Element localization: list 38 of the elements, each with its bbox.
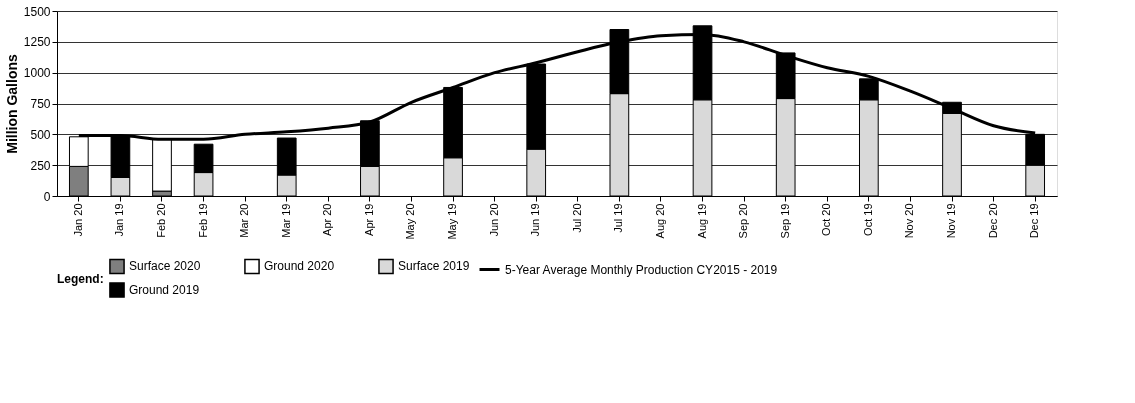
- x-tick-label: Dec 19: [1028, 203, 1041, 239]
- y-tick-label: 500: [30, 127, 51, 142]
- x-tick-label: Jun 20: [487, 203, 500, 237]
- x-tick-label: Jan 19: [113, 203, 126, 237]
- x-tick-label: Apr 19: [362, 203, 375, 236]
- x-tick-label: Nov 20: [903, 203, 916, 239]
- legend-label: Ground 2020: [264, 259, 335, 274]
- x-tick-label: Dec 20: [986, 203, 999, 239]
- legend-label: Surface 2020: [129, 259, 201, 274]
- x-tick-label: May 20: [404, 203, 417, 240]
- x-tick-label: Jan 20: [71, 203, 84, 237]
- legend-label: Surface 2019: [398, 259, 470, 274]
- x-tick-label: Mar 19: [279, 203, 292, 238]
- y-tick-label: 1000: [23, 66, 51, 81]
- x-tick-label: Apr 20: [321, 203, 334, 236]
- x-tick-label: Aug 19: [695, 203, 708, 239]
- legend-label: Ground 2019: [129, 283, 200, 297]
- y-axis-title: Million Gallons: [3, 54, 20, 154]
- x-tick-label: Oct 20: [820, 203, 833, 236]
- x-tick-label: Mar 20: [238, 203, 251, 238]
- x-tick-label: Oct 19: [861, 203, 874, 236]
- x-tick-label: Nov 19: [945, 203, 958, 239]
- legend-title: Legend:: [57, 272, 104, 286]
- y-tick-label: 0: [43, 189, 51, 204]
- x-tick-label: Jun 19: [529, 203, 542, 237]
- x-tick-label: Feb 19: [196, 203, 209, 238]
- x-tick-label: Aug 20: [653, 203, 666, 239]
- x-tick-label: Jul 19: [612, 203, 625, 233]
- legend-label: 5-Year Average Monthly Production CY2015 - 2019: [505, 262, 778, 277]
- x-tick-label: May 19: [446, 203, 459, 240]
- y-tick-label: 250: [30, 158, 51, 173]
- y-tick-label: 1250: [23, 35, 51, 50]
- x-tick-label: Sep 20: [737, 203, 750, 239]
- y-tick-label: 1500: [23, 4, 51, 19]
- x-tick-label: Jul 20: [570, 203, 583, 233]
- x-tick-label: Feb 20: [154, 203, 167, 238]
- y-tick-label: 750: [30, 97, 51, 111]
- x-tick-label: Sep 19: [778, 203, 791, 239]
